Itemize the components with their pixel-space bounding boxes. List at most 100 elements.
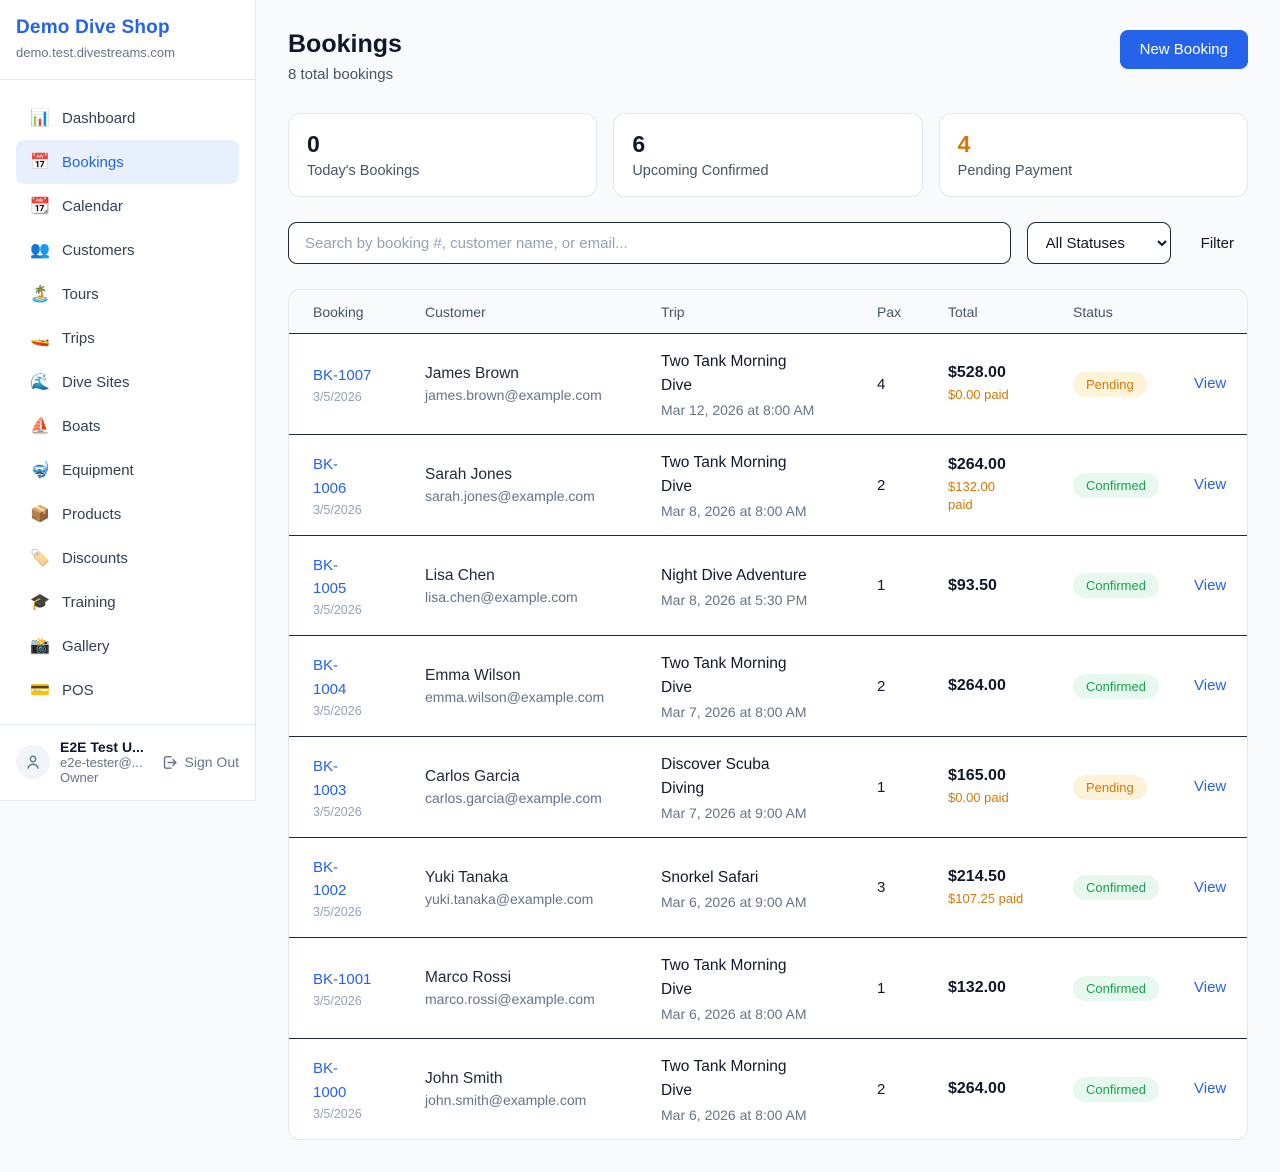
customer-email: james.brown@example.com — [425, 387, 602, 404]
booking-id-link[interactable]: BK- 1002 — [313, 858, 347, 900]
user-email: e2e-tester@... — [60, 755, 143, 770]
customer-email: john.smith@example.com — [425, 1092, 587, 1109]
customer-email: emma.wilson@example.com — [425, 689, 605, 706]
sidebar-item-boats[interactable]: ⛵ Boats — [16, 404, 239, 448]
booking-id-link[interactable]: BK- 1000 — [313, 1060, 347, 1101]
trip-datetime: Mar 8, 2026 at 5:30 PM — [661, 591, 808, 608]
filter-button[interactable]: Filter — [1187, 235, 1248, 252]
sidebar-item-dive-sites[interactable]: 🌊 Dive Sites — [16, 360, 239, 404]
search-input[interactable] — [288, 222, 1011, 264]
user-info: E2E Test U... e2e-tester@... Owner — [60, 739, 151, 785]
sidebar-item-label: Products — [62, 505, 122, 523]
products-icon: 📦 — [30, 506, 50, 523]
trip-datetime: Mar 6, 2026 at 8:00 AM — [661, 1006, 807, 1023]
view-link[interactable]: View — [1194, 375, 1227, 393]
sidebar-item-training[interactable]: 🎓 Training — [16, 580, 239, 624]
sidebar-item-pos[interactable]: 💳 POS — [16, 668, 239, 712]
sidebar-item-label: Equipment — [62, 461, 134, 479]
view-link[interactable]: View — [1194, 677, 1227, 695]
booking-id-link[interactable]: BK- 1003 — [313, 758, 347, 799]
pos-icon: 💳 — [30, 682, 50, 699]
sidebar-item-equipment[interactable]: 🤿 Equipment — [16, 448, 239, 492]
sidebar-item-products[interactable]: 📦 Products — [16, 492, 239, 536]
customer-name: Yuki Tanaka — [425, 868, 509, 886]
sidebar-item-bookings[interactable]: 📅 Bookings — [16, 140, 239, 184]
table-body: BK-1007 3/5/2026 James Brown james.brown… — [289, 334, 1247, 1139]
new-booking-button[interactable]: New Booking — [1119, 30, 1248, 69]
total-amount: $93.50 — [948, 576, 997, 594]
trip-datetime: Mar 12, 2026 at 8:00 AM — [661, 402, 815, 419]
status-badge: Confirmed — [1073, 1076, 1159, 1102]
sidebar-nav: 📊 Dashboard 📅 Bookings 📆 Calendar 👥 Cust… — [0, 80, 255, 712]
sidebar-item-trips[interactable]: 🚤 Trips — [16, 316, 239, 360]
trip-name: Night Dive Adventure — [661, 566, 807, 584]
customer-email: carlos.garcia@example.com — [425, 790, 602, 807]
calendar-icon: 📆 — [30, 198, 50, 215]
status-badge: Pending — [1073, 371, 1147, 397]
trip-name: Discover Scuba Diving — [661, 756, 770, 798]
table-row: BK- 1005 3/5/2026 Lisa Chen lisa.chen@ex… — [289, 536, 1247, 637]
table-row: BK- 1003 3/5/2026 Carlos Garcia carlos.g… — [289, 737, 1247, 839]
sidebar-item-label: Discounts — [62, 549, 128, 567]
table-row: BK-1001 3/5/2026 Marco Rossi marco.rossi… — [289, 938, 1247, 1040]
sidebar-item-calendar[interactable]: 📆 Calendar — [16, 184, 239, 228]
customer-name: John Smith — [425, 1070, 503, 1088]
customer-name: Sarah Jones — [425, 466, 513, 484]
tours-icon: 🏝️ — [30, 286, 50, 303]
sidebar-item-label: Customers — [62, 241, 135, 259]
dive-sites-icon: 🌊 — [30, 374, 50, 391]
stats-cards: 0 Today's Bookings 6 Upcoming Confirmed … — [288, 113, 1248, 197]
booking-date: 3/5/2026 — [313, 905, 362, 920]
column-header-pax: Pax — [877, 303, 902, 320]
view-link[interactable]: View — [1194, 576, 1227, 594]
view-link[interactable]: View — [1194, 1080, 1227, 1098]
training-icon: 🎓 — [30, 594, 50, 611]
sidebar-item-customers[interactable]: 👥 Customers — [16, 228, 239, 272]
gallery-icon: 📸 — [30, 638, 50, 655]
booking-id-link[interactable]: BK- 1006 — [313, 456, 347, 497]
filter-bar: All Statuses Filter — [288, 222, 1248, 264]
customer-name: Emma Wilson — [425, 667, 521, 685]
user-name: E2E Test U... — [60, 739, 144, 755]
stat-value: 4 — [957, 131, 971, 157]
paid-amount: $0.00 paid — [948, 790, 1009, 806]
pax-count: 1 — [877, 979, 886, 997]
sidebar-item-tours[interactable]: 🏝️ Tours — [16, 272, 239, 316]
status-select[interactable]: All Statuses — [1026, 222, 1171, 264]
pax-count: 2 — [877, 1080, 886, 1098]
total-amount: $264.00 — [948, 455, 1006, 473]
sign-out-icon — [163, 755, 177, 769]
booking-date: 3/5/2026 — [313, 703, 362, 718]
sign-out-button[interactable]: Sign Out — [161, 754, 239, 771]
customers-icon: 👥 — [30, 242, 50, 259]
view-link[interactable]: View — [1194, 878, 1227, 896]
view-link[interactable]: View — [1194, 476, 1227, 494]
status-badge: Confirmed — [1073, 573, 1159, 599]
view-link[interactable]: View — [1194, 979, 1227, 997]
booking-id-link[interactable]: BK- 1005 — [313, 556, 347, 598]
view-link[interactable]: View — [1194, 778, 1227, 796]
dashboard-icon: 📊 — [30, 110, 50, 127]
status-badge: Confirmed — [1073, 673, 1159, 699]
booking-id-link[interactable]: BK-1007 — [313, 366, 372, 384]
sidebar-item-dashboard[interactable]: 📊 Dashboard — [16, 96, 239, 140]
bookings-table: Booking Customer Trip Pax Total Status B… — [288, 289, 1248, 1141]
column-header-booking: Booking — [313, 303, 364, 320]
total-amount: $132.00 — [948, 979, 1006, 997]
trip-datetime: Mar 6, 2026 at 8:00 AM — [661, 1107, 807, 1124]
equipment-icon: 🤿 — [30, 462, 50, 479]
status-badge: Confirmed — [1073, 975, 1159, 1001]
table-row: BK- 1004 3/5/2026 Emma Wilson emma.wilso… — [289, 636, 1247, 738]
booking-id-link[interactable]: BK- 1004 — [313, 657, 347, 698]
trip-name: Snorkel Safari — [661, 868, 759, 886]
sidebar-item-discounts[interactable]: 🏷️ Discounts — [16, 536, 239, 580]
page-header: Bookings 8 total bookings New Booking — [288, 30, 1248, 83]
trips-icon: 🚤 — [30, 330, 50, 347]
sidebar-item-gallery[interactable]: 📸 Gallery — [16, 624, 239, 668]
table-row: BK-1007 3/5/2026 James Brown james.brown… — [289, 334, 1247, 436]
trip-name: Two Tank Morning Dive — [661, 655, 787, 697]
paid-amount: $0.00 paid — [948, 386, 1009, 402]
boats-icon: ⛵ — [30, 418, 50, 435]
customer-name: Marco Rossi — [425, 969, 512, 987]
booking-id-link[interactable]: BK-1001 — [313, 971, 372, 989]
